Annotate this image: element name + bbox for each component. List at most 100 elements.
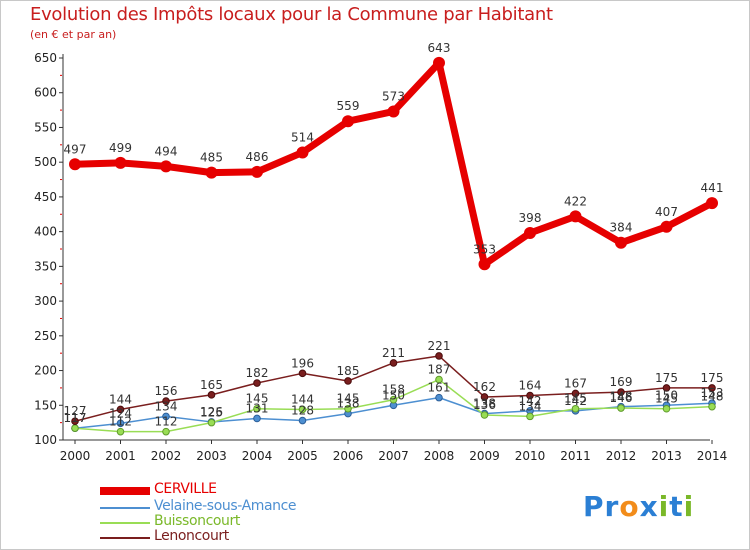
data-point bbox=[69, 158, 81, 171]
data-label: 117 bbox=[64, 411, 87, 425]
data-point bbox=[480, 411, 489, 419]
x-tick-label: 2003 bbox=[196, 449, 227, 463]
y-tick-label: 300 bbox=[34, 294, 57, 308]
data-label: 162 bbox=[473, 380, 496, 394]
data-label: 643 bbox=[428, 41, 451, 55]
data-label: 134 bbox=[519, 399, 542, 413]
data-point bbox=[662, 404, 671, 413]
data-point bbox=[526, 391, 534, 400]
data-label: 185 bbox=[337, 364, 360, 378]
data-label: 145 bbox=[246, 392, 269, 406]
y-tick-label: 650 bbox=[34, 51, 57, 65]
data-label: 499 bbox=[109, 141, 132, 155]
data-label: 142 bbox=[564, 394, 587, 408]
legend-swatch-lenoncourt bbox=[100, 537, 150, 539]
data-label: 117 bbox=[64, 411, 87, 425]
data-label: 175 bbox=[655, 371, 678, 385]
data-point bbox=[617, 404, 625, 412]
logo-letter: P bbox=[583, 490, 605, 523]
data-point bbox=[116, 427, 125, 436]
data-point bbox=[298, 405, 307, 414]
data-label: 150 bbox=[655, 388, 678, 402]
y-tick-label: 500 bbox=[34, 155, 57, 169]
data-point bbox=[207, 391, 216, 399]
data-point bbox=[524, 227, 536, 240]
data-label: 175 bbox=[701, 371, 724, 385]
data-label: 422 bbox=[564, 194, 587, 208]
data-point bbox=[706, 197, 718, 210]
y-tick-label: 150 bbox=[34, 398, 57, 412]
data-label: 196 bbox=[291, 356, 314, 370]
data-label: 559 bbox=[337, 99, 360, 113]
data-point bbox=[617, 388, 625, 396]
data-label: 126 bbox=[200, 405, 223, 419]
y-tick-label: 350 bbox=[34, 259, 57, 273]
x-tick-label: 2002 bbox=[151, 449, 182, 463]
data-point bbox=[162, 427, 170, 436]
data-point bbox=[207, 418, 216, 427]
data-point bbox=[526, 412, 534, 421]
data-point bbox=[389, 395, 398, 404]
data-label: 384 bbox=[610, 221, 633, 235]
data-label: 142 bbox=[519, 394, 542, 408]
data-label: 494 bbox=[155, 144, 178, 158]
data-point bbox=[342, 115, 354, 128]
data-label: 353 bbox=[473, 242, 496, 256]
data-point bbox=[298, 369, 307, 378]
data-label: 138 bbox=[473, 397, 496, 411]
data-label: 131 bbox=[246, 401, 269, 415]
x-tick-label: 2005 bbox=[287, 449, 318, 463]
x-tick-label: 2009 bbox=[469, 449, 500, 463]
data-point bbox=[708, 402, 716, 411]
data-point bbox=[662, 384, 671, 392]
y-tick-label: 400 bbox=[34, 225, 57, 239]
data-point bbox=[205, 166, 218, 179]
data-point bbox=[116, 405, 125, 414]
data-label: 407 bbox=[655, 205, 678, 219]
data-label: 125 bbox=[200, 406, 223, 420]
data-label: 182 bbox=[246, 366, 269, 380]
data-point bbox=[253, 379, 261, 387]
data-label: 146 bbox=[610, 391, 633, 405]
data-point bbox=[435, 352, 443, 360]
data-point bbox=[298, 416, 307, 425]
y-tick-label: 200 bbox=[34, 364, 57, 378]
x-tick-label: 2007 bbox=[378, 449, 409, 463]
data-label: 514 bbox=[291, 130, 314, 144]
data-point bbox=[615, 236, 627, 249]
data-label: 158 bbox=[382, 383, 405, 397]
data-label: 128 bbox=[291, 404, 314, 418]
data-label: 187 bbox=[428, 363, 451, 377]
data-label: 145 bbox=[655, 392, 678, 406]
data-point bbox=[344, 377, 352, 385]
data-label: 573 bbox=[382, 89, 405, 103]
data-point bbox=[660, 220, 673, 233]
legend-label-buissoncourt: Buissoncourt bbox=[154, 513, 240, 529]
data-label: 169 bbox=[610, 375, 633, 389]
y-tick-label: 600 bbox=[34, 86, 57, 100]
data-label: 145 bbox=[337, 392, 360, 406]
x-tick-label: 2012 bbox=[606, 449, 637, 463]
chart-title: Evolution des Impôts locaux pour la Comm… bbox=[30, 4, 553, 25]
data-point bbox=[571, 389, 580, 398]
data-label: 112 bbox=[155, 415, 178, 429]
y-tick-label: 450 bbox=[34, 190, 57, 204]
data-label: 124 bbox=[109, 406, 132, 420]
data-label: 150 bbox=[382, 388, 405, 402]
proxiti-logo: Proxiti bbox=[583, 490, 694, 523]
logo-letter: o bbox=[619, 490, 640, 523]
data-point bbox=[251, 165, 263, 178]
data-label: 153 bbox=[701, 386, 724, 400]
x-tick-label: 2001 bbox=[105, 449, 136, 463]
data-point bbox=[162, 397, 170, 405]
x-tick-label: 2011 bbox=[560, 449, 591, 463]
x-tick-label: 2000 bbox=[60, 449, 91, 463]
data-label: 165 bbox=[200, 378, 223, 392]
logo-letter: i bbox=[658, 490, 670, 523]
data-point bbox=[387, 105, 400, 118]
data-label: 145 bbox=[564, 392, 587, 406]
logo-letter: t bbox=[669, 490, 684, 523]
data-point bbox=[162, 412, 170, 421]
data-label: 156 bbox=[155, 384, 178, 398]
